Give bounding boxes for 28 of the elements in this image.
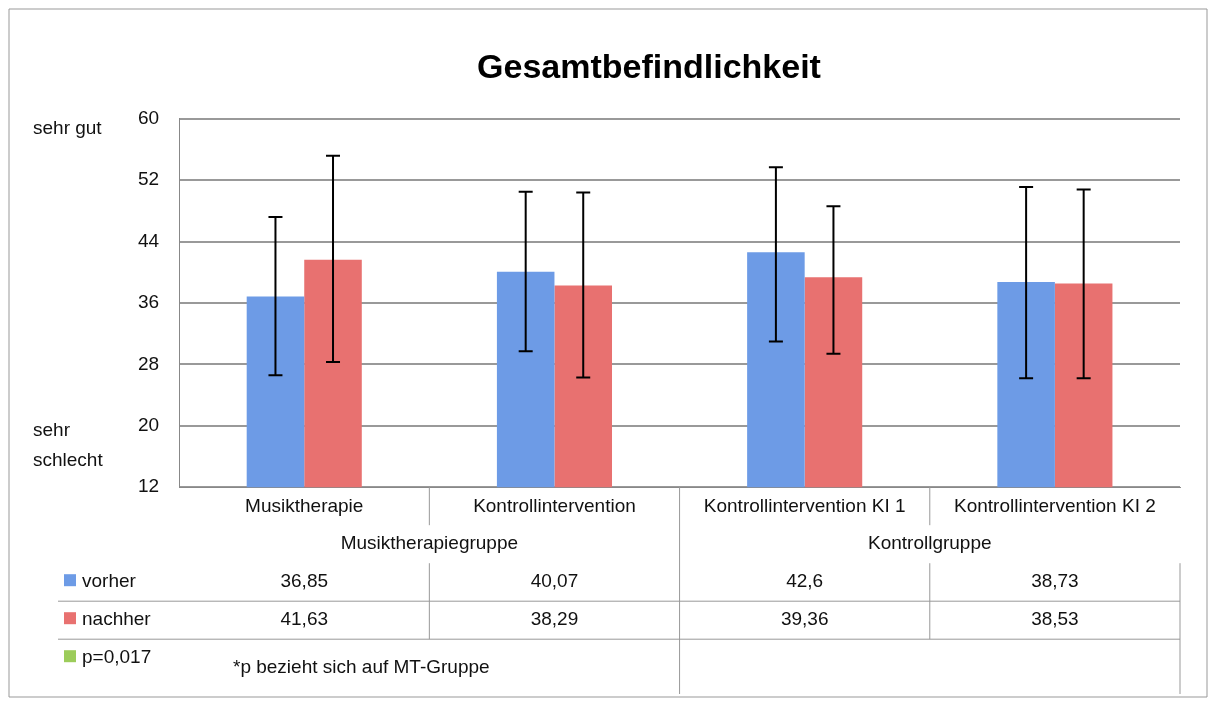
data-label: 39,36 [780, 608, 829, 630]
data-label: 41,63 [280, 608, 329, 630]
x-tick-label: Kontrollintervention KI 1 [703, 494, 906, 516]
data-label: 38,73 [1031, 570, 1079, 592]
y-tick-label: 12 [137, 475, 160, 497]
data-label: 38,29 [530, 608, 579, 630]
y-tick-label: 60 [137, 107, 160, 129]
chart-title: Gesamtbefindlichkeit [477, 46, 821, 85]
text: sehr schlecht [33, 419, 104, 471]
y-tick-label: 44 [137, 229, 160, 251]
legend-label: p=0,017 [82, 646, 152, 668]
text: Kontrollgruppe [867, 532, 992, 554]
y-tick-label: 28 [137, 352, 160, 374]
text: Musiktherapiegruppe [340, 532, 519, 554]
y-tick-label: 36 [137, 291, 160, 313]
x-tick-label: Musiktherapie [245, 494, 364, 516]
legend-label: vorher [82, 570, 137, 592]
x-tick-label: Kontrollintervention KI 2 [954, 494, 1156, 516]
data-label: 38,53 [1031, 608, 1079, 630]
text: sehr gut [33, 117, 103, 139]
y-tick-label: 20 [137, 414, 160, 436]
legend-label: nachher [82, 608, 152, 630]
data-label: 40,07 [530, 570, 579, 592]
data-label: 42,6 [786, 570, 824, 592]
text: *p bezieht sich auf MT-Gruppe [233, 656, 490, 678]
x-tick-label: Kontrollintervention [473, 494, 636, 516]
y-tick-label: 52 [137, 168, 160, 190]
data-label: 36,85 [280, 570, 329, 592]
